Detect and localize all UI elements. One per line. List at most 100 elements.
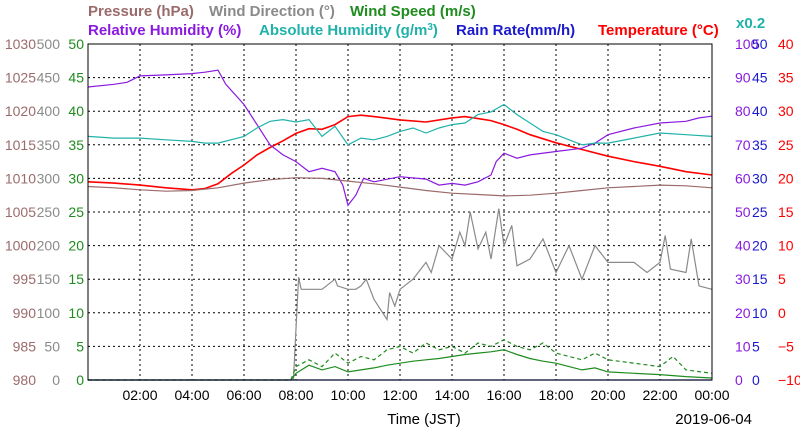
series-wind-speed-gust bbox=[88, 339, 713, 381]
legend-pressure: Pressure (hPa) bbox=[88, 3, 194, 20]
rain-rate-tick-label: 50 bbox=[752, 36, 768, 52]
pressure-tick-label: 980 bbox=[13, 372, 37, 388]
legend-relative-humidity: Relative Humidity (%) bbox=[88, 22, 241, 39]
temperature-tick-label: 10 bbox=[778, 238, 794, 254]
series-absolute-humidity bbox=[87, 103, 713, 146]
legend-temperature: Temperature (°C) bbox=[598, 22, 719, 39]
relative-humidity-tick-label: 0 bbox=[735, 372, 743, 388]
x-tick-label: 00:00 bbox=[694, 387, 729, 403]
x-tick-label: 08:00 bbox=[278, 387, 313, 403]
wind-direction-tick-label: 250 bbox=[37, 204, 61, 220]
x-tick-label: 20:00 bbox=[590, 387, 625, 403]
date-label: 2019-06-04 bbox=[675, 411, 752, 428]
pressure-tick-label: 1025 bbox=[5, 70, 36, 86]
wind-direction-tick-label: 350 bbox=[37, 137, 61, 153]
pressure-tick-label: 1005 bbox=[5, 204, 36, 220]
relative-humidity-tick-label: 40 bbox=[735, 238, 751, 254]
relative-humidity-tick-label: 60 bbox=[735, 170, 751, 186]
legend-absolute-humidity: Absolute Humidity (g/m3) bbox=[259, 22, 438, 40]
rain-rate-tick-label: 45 bbox=[752, 70, 768, 86]
wind-speed-tick-label: 45 bbox=[68, 70, 84, 86]
rain-rate-tick-label: 5 bbox=[752, 338, 760, 354]
wind-speed-tick-label: 20 bbox=[68, 238, 84, 254]
wind-direction-tick-label: 100 bbox=[37, 305, 61, 321]
x-tick-label: 22:00 bbox=[642, 387, 677, 403]
wind-direction-tick-label: 200 bbox=[37, 238, 61, 254]
pressure-tick-label: 1010 bbox=[5, 170, 36, 186]
wind-direction-tick-label: 150 bbox=[37, 271, 61, 287]
x-tick-label: 10:00 bbox=[330, 387, 365, 403]
rain-rate-tick-label: 40 bbox=[752, 103, 768, 119]
relative-humidity-tick-label: 70 bbox=[735, 137, 751, 153]
temperature-tick-label: 30 bbox=[778, 103, 794, 119]
temperature-tick-label: 40 bbox=[778, 36, 794, 52]
x-tick-label: 04:00 bbox=[174, 387, 209, 403]
legend-wind-direction: Wind Direction (°) bbox=[209, 3, 335, 20]
relative-humidity-tick-label: 90 bbox=[735, 70, 751, 86]
wind-speed-tick-label: 5 bbox=[76, 338, 84, 354]
relative-humidity-tick-label: 30 bbox=[735, 271, 751, 287]
temperature-tick-label: 35 bbox=[778, 70, 794, 86]
wind-speed-tick-label: 15 bbox=[68, 271, 84, 287]
wind-direction-tick-label: 300 bbox=[37, 170, 61, 186]
wind-direction-tick-label: 50 bbox=[44, 338, 60, 354]
chart-legend: Pressure (hPa) Wind Direction (°) Wind Spe… bbox=[88, 3, 765, 39]
x-tick-label: 12:00 bbox=[382, 387, 417, 403]
series-wind-direction bbox=[292, 208, 713, 381]
series-temperature bbox=[87, 114, 713, 191]
wind-direction-tick-label: 500 bbox=[37, 36, 61, 52]
wind-speed-tick-label: 0 bbox=[76, 372, 84, 388]
pressure-tick-label: 1030 bbox=[5, 36, 36, 52]
relative-humidity-tick-label: 50 bbox=[735, 204, 751, 220]
abs-humidity-scale-note: x0.2 bbox=[736, 15, 765, 32]
x-tick-label: 18:00 bbox=[538, 387, 573, 403]
x-tick-label: 16:00 bbox=[486, 387, 521, 403]
wind-speed-tick-label: 30 bbox=[68, 170, 84, 186]
wind-direction-tick-label: 0 bbox=[52, 372, 60, 388]
wind-speed-tick-label: 10 bbox=[68, 305, 84, 321]
wind-speed-tick-label: 40 bbox=[68, 103, 84, 119]
pressure-tick-label: 995 bbox=[13, 271, 37, 287]
legend-wind-speed: Wind Speed (m/s) bbox=[350, 3, 476, 20]
temperature-tick-label: −10 bbox=[778, 372, 800, 388]
pressure-tick-label: 1020 bbox=[5, 103, 36, 119]
wind-speed-tick-label: 35 bbox=[68, 137, 84, 153]
x-tick-label: 06:00 bbox=[226, 387, 261, 403]
relative-humidity-tick-label: 10 bbox=[735, 338, 751, 354]
temperature-tick-label: 20 bbox=[778, 170, 794, 186]
pressure-tick-label: 1000 bbox=[5, 238, 36, 254]
legend-rain-rate: Rain Rate(mm/h) bbox=[456, 22, 575, 39]
wind-speed-tick-label: 50 bbox=[68, 36, 84, 52]
temperature-tick-label: 5 bbox=[778, 271, 786, 287]
series-relative-humidity bbox=[87, 69, 713, 207]
relative-humidity-tick-label: 80 bbox=[735, 103, 751, 119]
chart-grid bbox=[88, 44, 712, 380]
plot-frame bbox=[87, 43, 713, 381]
wind-direction-tick-label: 400 bbox=[37, 103, 61, 119]
rain-rate-tick-label: 30 bbox=[752, 170, 768, 186]
pressure-tick-label: 1015 bbox=[5, 137, 36, 153]
wind-speed-tick-label: 25 bbox=[68, 204, 84, 220]
rain-rate-tick-label: 20 bbox=[752, 238, 768, 254]
wind-direction-tick-label: 450 bbox=[37, 70, 61, 86]
x-tick-label: 02:00 bbox=[122, 387, 157, 403]
pressure-tick-label: 990 bbox=[13, 305, 37, 321]
temperature-tick-label: 25 bbox=[778, 137, 794, 153]
series-wind-speed bbox=[88, 349, 713, 381]
temperature-tick-label: 15 bbox=[778, 204, 794, 220]
rain-rate-tick-label: 15 bbox=[752, 271, 768, 287]
rain-rate-tick-label: 0 bbox=[752, 372, 760, 388]
temperature-tick-label: 0 bbox=[778, 305, 786, 321]
rain-rate-tick-label: 35 bbox=[752, 137, 768, 153]
series-pressure bbox=[87, 177, 713, 197]
relative-humidity-tick-label: 20 bbox=[735, 305, 751, 321]
rain-rate-tick-label: 25 bbox=[752, 204, 768, 220]
relative-humidity-tick-label: 100 bbox=[735, 36, 759, 52]
x-axis-label: Time (JST) bbox=[387, 411, 461, 428]
x-tick-label: 14:00 bbox=[434, 387, 469, 403]
rain-rate-tick-label: 10 bbox=[752, 305, 768, 321]
temperature-tick-label: −5 bbox=[778, 338, 794, 354]
pressure-tick-label: 985 bbox=[13, 338, 37, 354]
chart-axes: 1030102510201015101010051000995990985980… bbox=[5, 36, 800, 403]
